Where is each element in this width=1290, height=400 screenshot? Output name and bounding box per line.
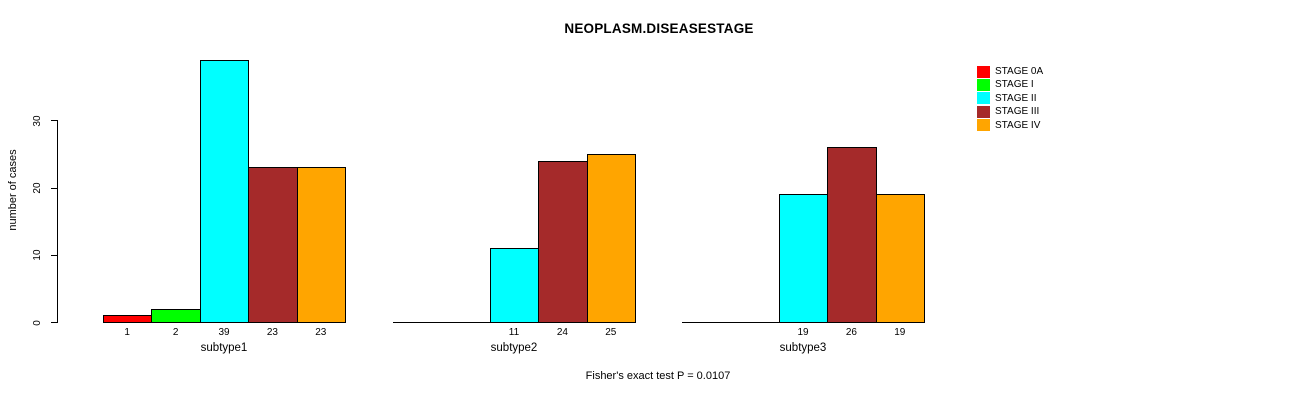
legend-item: STAGE I	[977, 78, 1034, 91]
bar-value-label: 26	[845, 327, 857, 338]
legend-label: STAGE 0A	[995, 66, 1044, 77]
legend-item: STAGE 0A	[977, 65, 1043, 78]
bar-stage-iii	[827, 147, 877, 323]
y-tick	[51, 120, 57, 122]
y-tick-label: 10	[32, 249, 43, 261]
legend-item: STAGE II	[977, 92, 1037, 105]
bar-stage-ii	[489, 248, 540, 323]
legend-label: STAGE IV	[995, 119, 1041, 131]
category-label: subtype2	[490, 342, 538, 354]
legend-label: STAGE III	[995, 106, 1040, 118]
bar-stage-iv	[586, 154, 636, 323]
bar-stage-ii	[199, 60, 250, 323]
bar-value-label: 1	[124, 327, 130, 338]
legend-swatch-icon	[977, 78, 990, 91]
y-tick-label: 0	[32, 319, 43, 326]
bar-value-label: 23	[266, 327, 278, 338]
legend-swatch-icon	[977, 119, 990, 132]
y-tick	[51, 187, 57, 189]
legend-swatch-icon	[977, 65, 990, 78]
y-axis-label: number of cases	[7, 149, 19, 231]
y-axis-line	[57, 120, 58, 323]
chart-title: NEOPLASM.DISEASESTAGE	[564, 21, 754, 36]
bar-value-label: 23	[315, 327, 327, 338]
bar-value-label: 19	[894, 327, 906, 338]
bar-stage-iv	[296, 167, 346, 323]
bar-stage-iv	[875, 194, 925, 323]
legend-item: STAGE IV	[977, 119, 1040, 132]
y-tick	[51, 322, 57, 323]
bar-stage-iii	[248, 167, 298, 323]
legend-swatch-icon	[977, 92, 990, 105]
bar-value-label: 24	[556, 327, 568, 338]
legend-item: STAGE III	[977, 105, 1039, 118]
legend-swatch-icon	[977, 105, 990, 118]
bar-stage-iii	[538, 161, 588, 323]
category-label: subtype1	[200, 342, 248, 354]
category-label: subtype3	[779, 342, 827, 354]
bar-stage-ii	[778, 194, 829, 323]
bar-value-label: 2	[172, 327, 179, 338]
bar-value-label: 19	[797, 327, 809, 338]
bar-stage-i	[151, 309, 201, 323]
y-tick-label: 20	[32, 182, 43, 194]
legend-label: STAGE I	[995, 79, 1034, 91]
bar-value-label: 25	[605, 327, 617, 338]
footer-note: Fisher's exact test P = 0.0107	[585, 370, 731, 382]
bar-value-label: 39	[218, 327, 230, 338]
y-tick-label: 30	[32, 115, 43, 127]
bar-value-label: 11	[508, 327, 520, 338]
legend-label: STAGE II	[995, 92, 1037, 104]
bar-stage-0a	[103, 315, 153, 323]
y-tick	[51, 254, 57, 256]
